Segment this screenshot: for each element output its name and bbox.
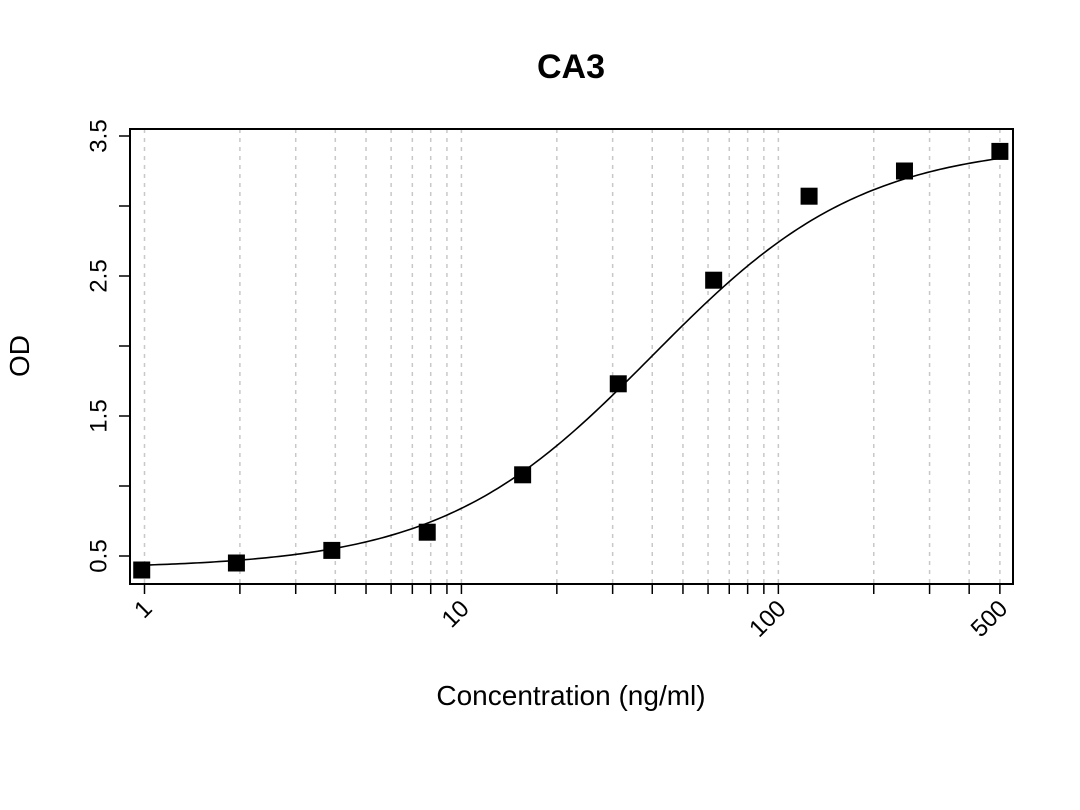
data-point [895, 162, 913, 180]
y-tick-label: 0.5 [85, 539, 112, 572]
data-point [133, 561, 151, 579]
x-axis-label: Concentration (ng/ml) [436, 680, 705, 711]
data-point [991, 142, 1009, 160]
grid [143, 129, 1001, 584]
y-tick-label: 2.5 [85, 259, 112, 292]
y-axis-label: OD [4, 335, 35, 377]
fit-curve [141, 157, 1000, 566]
data-point [323, 541, 341, 559]
y-tick-label: 1.5 [85, 399, 112, 432]
x-tick-label: 500 [966, 595, 1013, 642]
data-point [800, 187, 818, 205]
data-point [609, 375, 627, 393]
data-point [514, 466, 532, 484]
fit-curve-line [141, 157, 1000, 566]
data-point [705, 271, 723, 289]
data-points [133, 142, 1009, 579]
x-tick-label: 1 [129, 595, 158, 624]
plot-frame [129, 128, 1014, 585]
x-tick-label: 100 [744, 595, 791, 642]
data-point [227, 554, 245, 572]
chart-title: CA3 [537, 48, 605, 86]
x-tick-label: 10 [437, 595, 475, 633]
data-point [418, 523, 436, 541]
y-tick-label: 3.5 [85, 119, 112, 152]
